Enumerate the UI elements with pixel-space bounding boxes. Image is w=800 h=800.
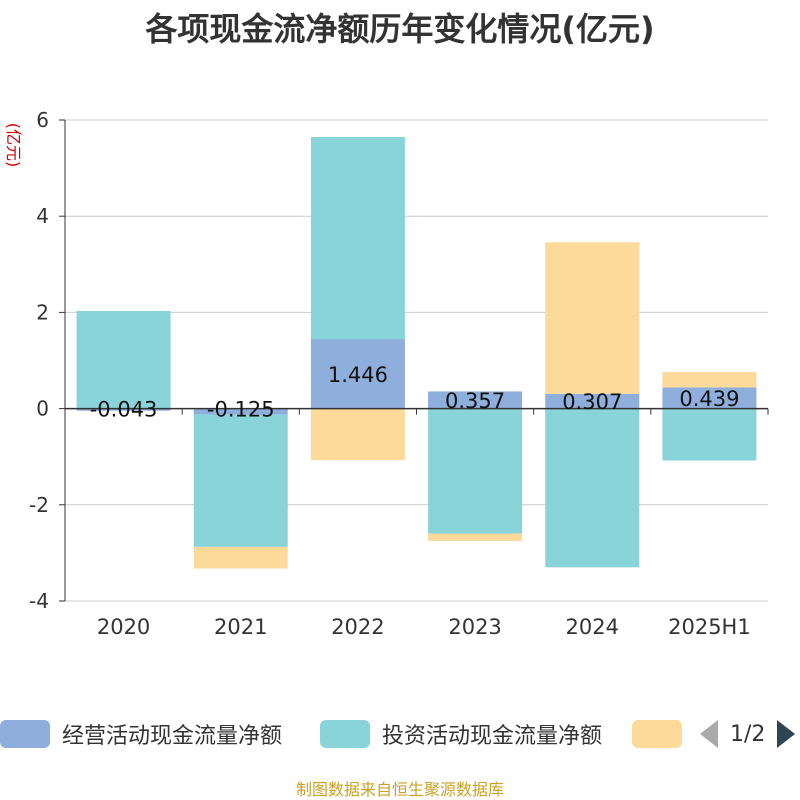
legend-label-investing: 投资活动现金流量净额 — [382, 724, 603, 749]
legend-pager: 1/2 — [700, 716, 796, 752]
bar-series3-2022 — [310, 408, 405, 461]
y-tick-label: -4 — [29, 589, 49, 613]
x-tick-label: 2023 — [448, 615, 501, 639]
legend-page-indicator: 1/2 — [730, 721, 766, 747]
chart-title: 各项现金流净额历年变化情况(亿元) — [145, 10, 655, 48]
y-tick-label: 4 — [36, 204, 49, 228]
x-tick-label: 2024 — [566, 615, 619, 639]
y-tick-label: 6 — [36, 108, 49, 132]
bar-series1-2024 — [545, 393, 640, 409]
bar-series2-2021 — [193, 414, 288, 547]
x-tick-label: 2021 — [214, 615, 267, 639]
bar-series1-2021 — [193, 408, 288, 415]
legend-swatch-financing — [632, 720, 682, 748]
bar-series2-2025H1 — [662, 408, 757, 461]
y-tick-label: -2 — [29, 493, 49, 517]
bar-series3-2021 — [193, 546, 288, 569]
bar-series1-2022 — [310, 339, 405, 409]
legend-swatch-operating — [0, 720, 50, 748]
legend-next-page-icon[interactable] — [777, 720, 796, 748]
data-label: -0.043 — [90, 398, 158, 422]
bar-series1-2020 — [76, 408, 171, 411]
legend-item-operating[interactable]: 经营活动现金流量净额 — [0, 716, 282, 752]
x-tick-label: 2025H1 — [668, 615, 751, 639]
bar-series2-2020 — [76, 310, 171, 409]
legend-item-investing[interactable]: 投资活动现金流量净额 — [320, 716, 602, 752]
data-source-note: 制图数据来自恒生聚源数据库 — [295, 780, 504, 799]
data-label: 1.446 — [328, 363, 388, 387]
legend-item-financing[interactable] — [632, 716, 682, 752]
data-label: 0.357 — [445, 389, 505, 413]
data-label: 0.307 — [562, 390, 622, 414]
y-tick-label: 0 — [36, 397, 49, 421]
legend-swatch-investing — [320, 720, 370, 748]
bar-series2-2023 — [428, 408, 523, 534]
x-tick-label: 2022 — [331, 615, 384, 639]
legend-prev-page-icon[interactable] — [700, 720, 718, 748]
y-tick-label: 2 — [36, 300, 49, 324]
bar-series3-2024 — [545, 242, 640, 394]
bar-series1-2025H1 — [662, 387, 757, 409]
bar-series1-2023 — [428, 391, 523, 409]
data-label: 0.439 — [679, 387, 739, 411]
bar-series3-2023 — [428, 533, 523, 541]
bar-series2-2022 — [310, 137, 405, 340]
y-axis-label: (亿元) — [4, 123, 23, 168]
bar-series2-2024 — [545, 408, 640, 568]
bar-series3-2025H1 — [662, 372, 757, 388]
legend: 经营活动现金流量净额 投资活动现金流量净额 — [0, 716, 800, 752]
data-label: -0.125 — [207, 398, 275, 422]
x-tick-label: 2020 — [97, 615, 150, 639]
legend-label-operating: 经营活动现金流量净额 — [62, 724, 283, 749]
